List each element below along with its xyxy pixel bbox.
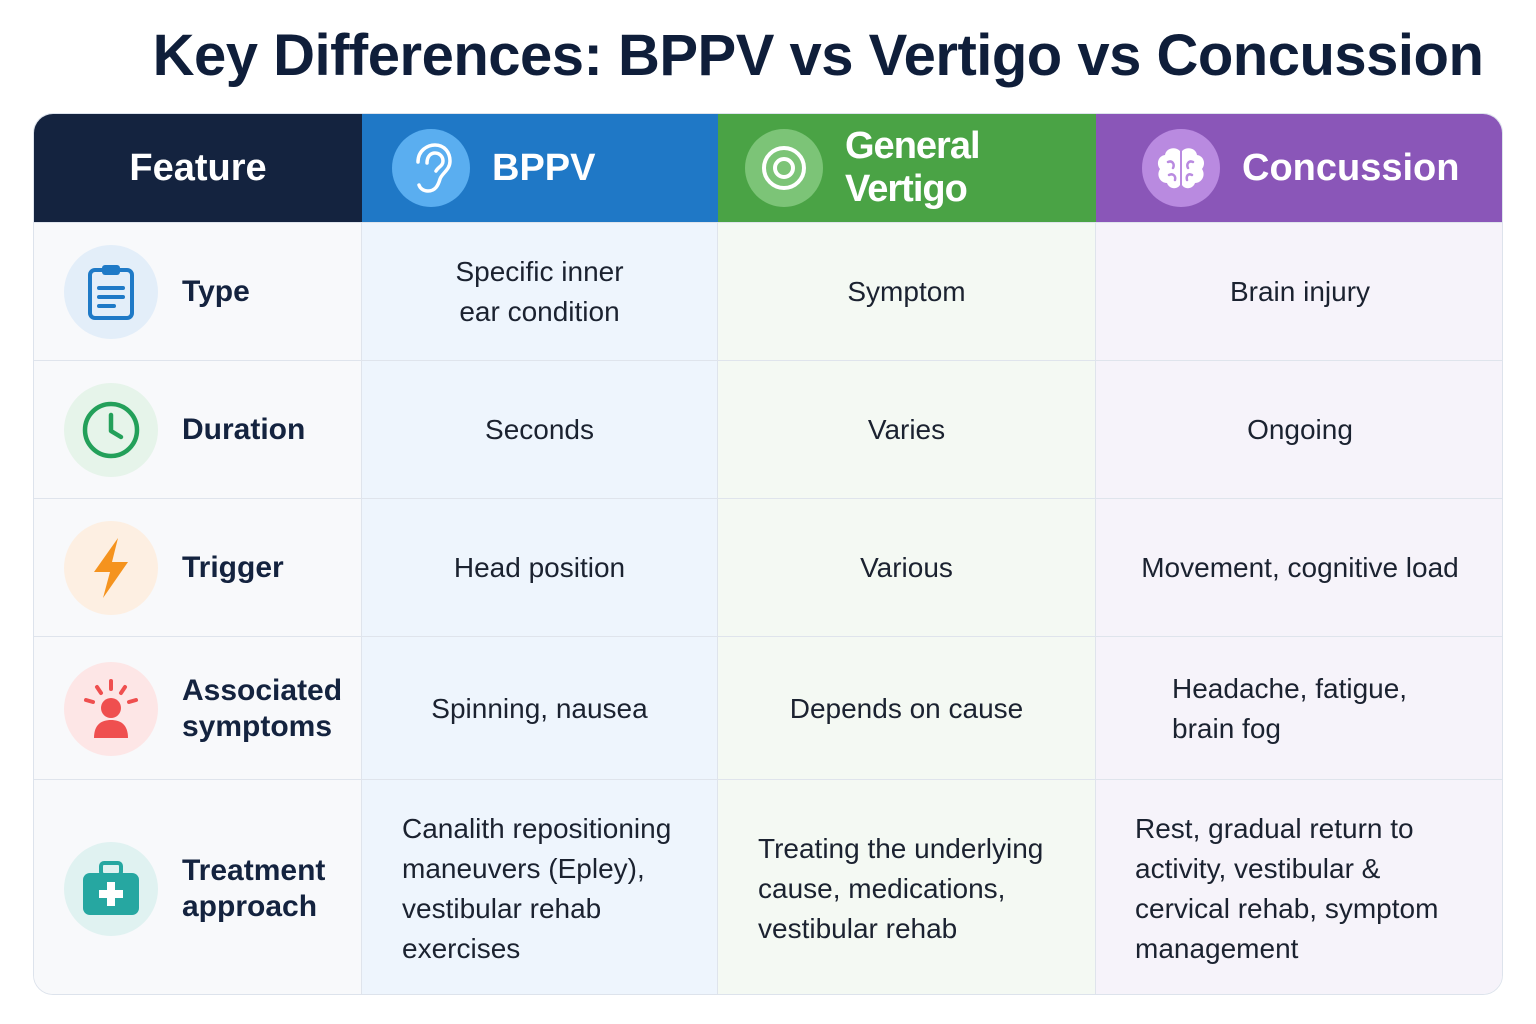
bppv-cell: Head position [362,499,718,637]
vertigo-value: Various [860,552,953,583]
header-vertigo: General Vertigo [718,114,1096,222]
bppv-value: Spinning, nausea [431,692,648,724]
feature-label: Associated symptoms [182,673,343,743]
person-alert-icon [64,661,158,756]
bppv-cell: Seconds [362,361,718,499]
concussion-cell: Ongoing [1096,361,1502,499]
table-row: Associated symptoms Spinning, nausea Dep… [34,636,1502,780]
bppv-value: Seconds [485,414,594,445]
feature-cell: Type [34,223,362,361]
feature-label: Type [182,275,250,308]
header-vertigo-label: General Vertigo [845,125,981,210]
header-concussion-label: Concussion [1242,146,1460,189]
clipboard-icon [64,245,158,339]
vertigo-value: Varies [867,414,946,445]
page-title: Key Differences: BPPV vs Vertigo vs Conc… [152,23,1484,88]
concussion-cell: Headache, fatigue, brain fog [1096,637,1502,780]
bppv-value: Canalith repositioning maneuvers (Epley)… [402,812,672,964]
table-row: Trigger Head position Various Movement, … [34,498,1502,637]
vertigo-cell: Depends on cause [718,637,1096,780]
vertigo-cell: Symptom [718,223,1096,361]
concussion-cell: Movement, cognitive load [1096,499,1502,637]
table-row: Type Specific inner ear condition Sympto… [34,222,1502,361]
bppv-cell: Specific inner ear condition [362,223,718,361]
header-bppv-label: BPPV [492,146,596,189]
table-row: Treatment approach Canalith repositionin… [34,779,1502,994]
feature-cell: Associated symptoms [34,637,362,780]
vertigo-cell: Various [718,499,1096,637]
comparison-table: Feature BPPV General Vertigo [33,113,1503,995]
vertigo-cell: Treating the underlying cause, medicatio… [718,780,1096,994]
vertigo-value: Treating the underlying cause, medicatio… [758,832,1044,944]
bppv-value: Specific inner ear condition [455,256,624,327]
vertigo-cell: Varies [718,361,1096,499]
bppv-cell: Canalith repositioning maneuvers (Epley)… [362,780,718,994]
ear-icon [392,129,470,207]
concussion-value: Brain injury [1229,276,1371,307]
medical-kit-icon [64,841,158,936]
bppv-cell: Spinning, nausea [362,637,718,780]
concussion-cell: Rest, gradual return to activity, vestib… [1096,780,1502,994]
concussion-value: Headache, fatigue, brain fog [1172,672,1408,744]
target-icon [745,129,823,207]
bppv-value: Head position [453,552,626,583]
header-row: Feature BPPV General Vertigo [34,114,1502,222]
feature-label: Treatment approach [182,853,326,923]
feature-label: Duration [182,413,306,446]
table-row: Duration Seconds Varies Ongoing [34,360,1502,499]
brain-icon [1142,129,1220,207]
vertigo-value: Symptom [847,276,966,307]
vertigo-value: Depends on cause [789,692,1024,724]
clock-icon [64,383,158,477]
feature-cell: Treatment approach [34,780,362,994]
feature-cell: Duration [34,361,362,499]
lightning-icon [64,521,158,615]
concussion-value: Ongoing [1247,414,1353,445]
concussion-cell: Brain injury [1096,223,1502,361]
concussion-value: Movement, cognitive load [1141,552,1459,583]
header-bppv: BPPV [362,114,718,222]
header-feature-label: Feature [129,146,267,189]
feature-cell: Trigger [34,499,362,637]
feature-label: Trigger [182,551,284,584]
header-feature: Feature [34,114,362,222]
concussion-value: Rest, gradual return to activity, vestib… [1135,812,1439,964]
header-concussion: Concussion [1096,114,1502,222]
